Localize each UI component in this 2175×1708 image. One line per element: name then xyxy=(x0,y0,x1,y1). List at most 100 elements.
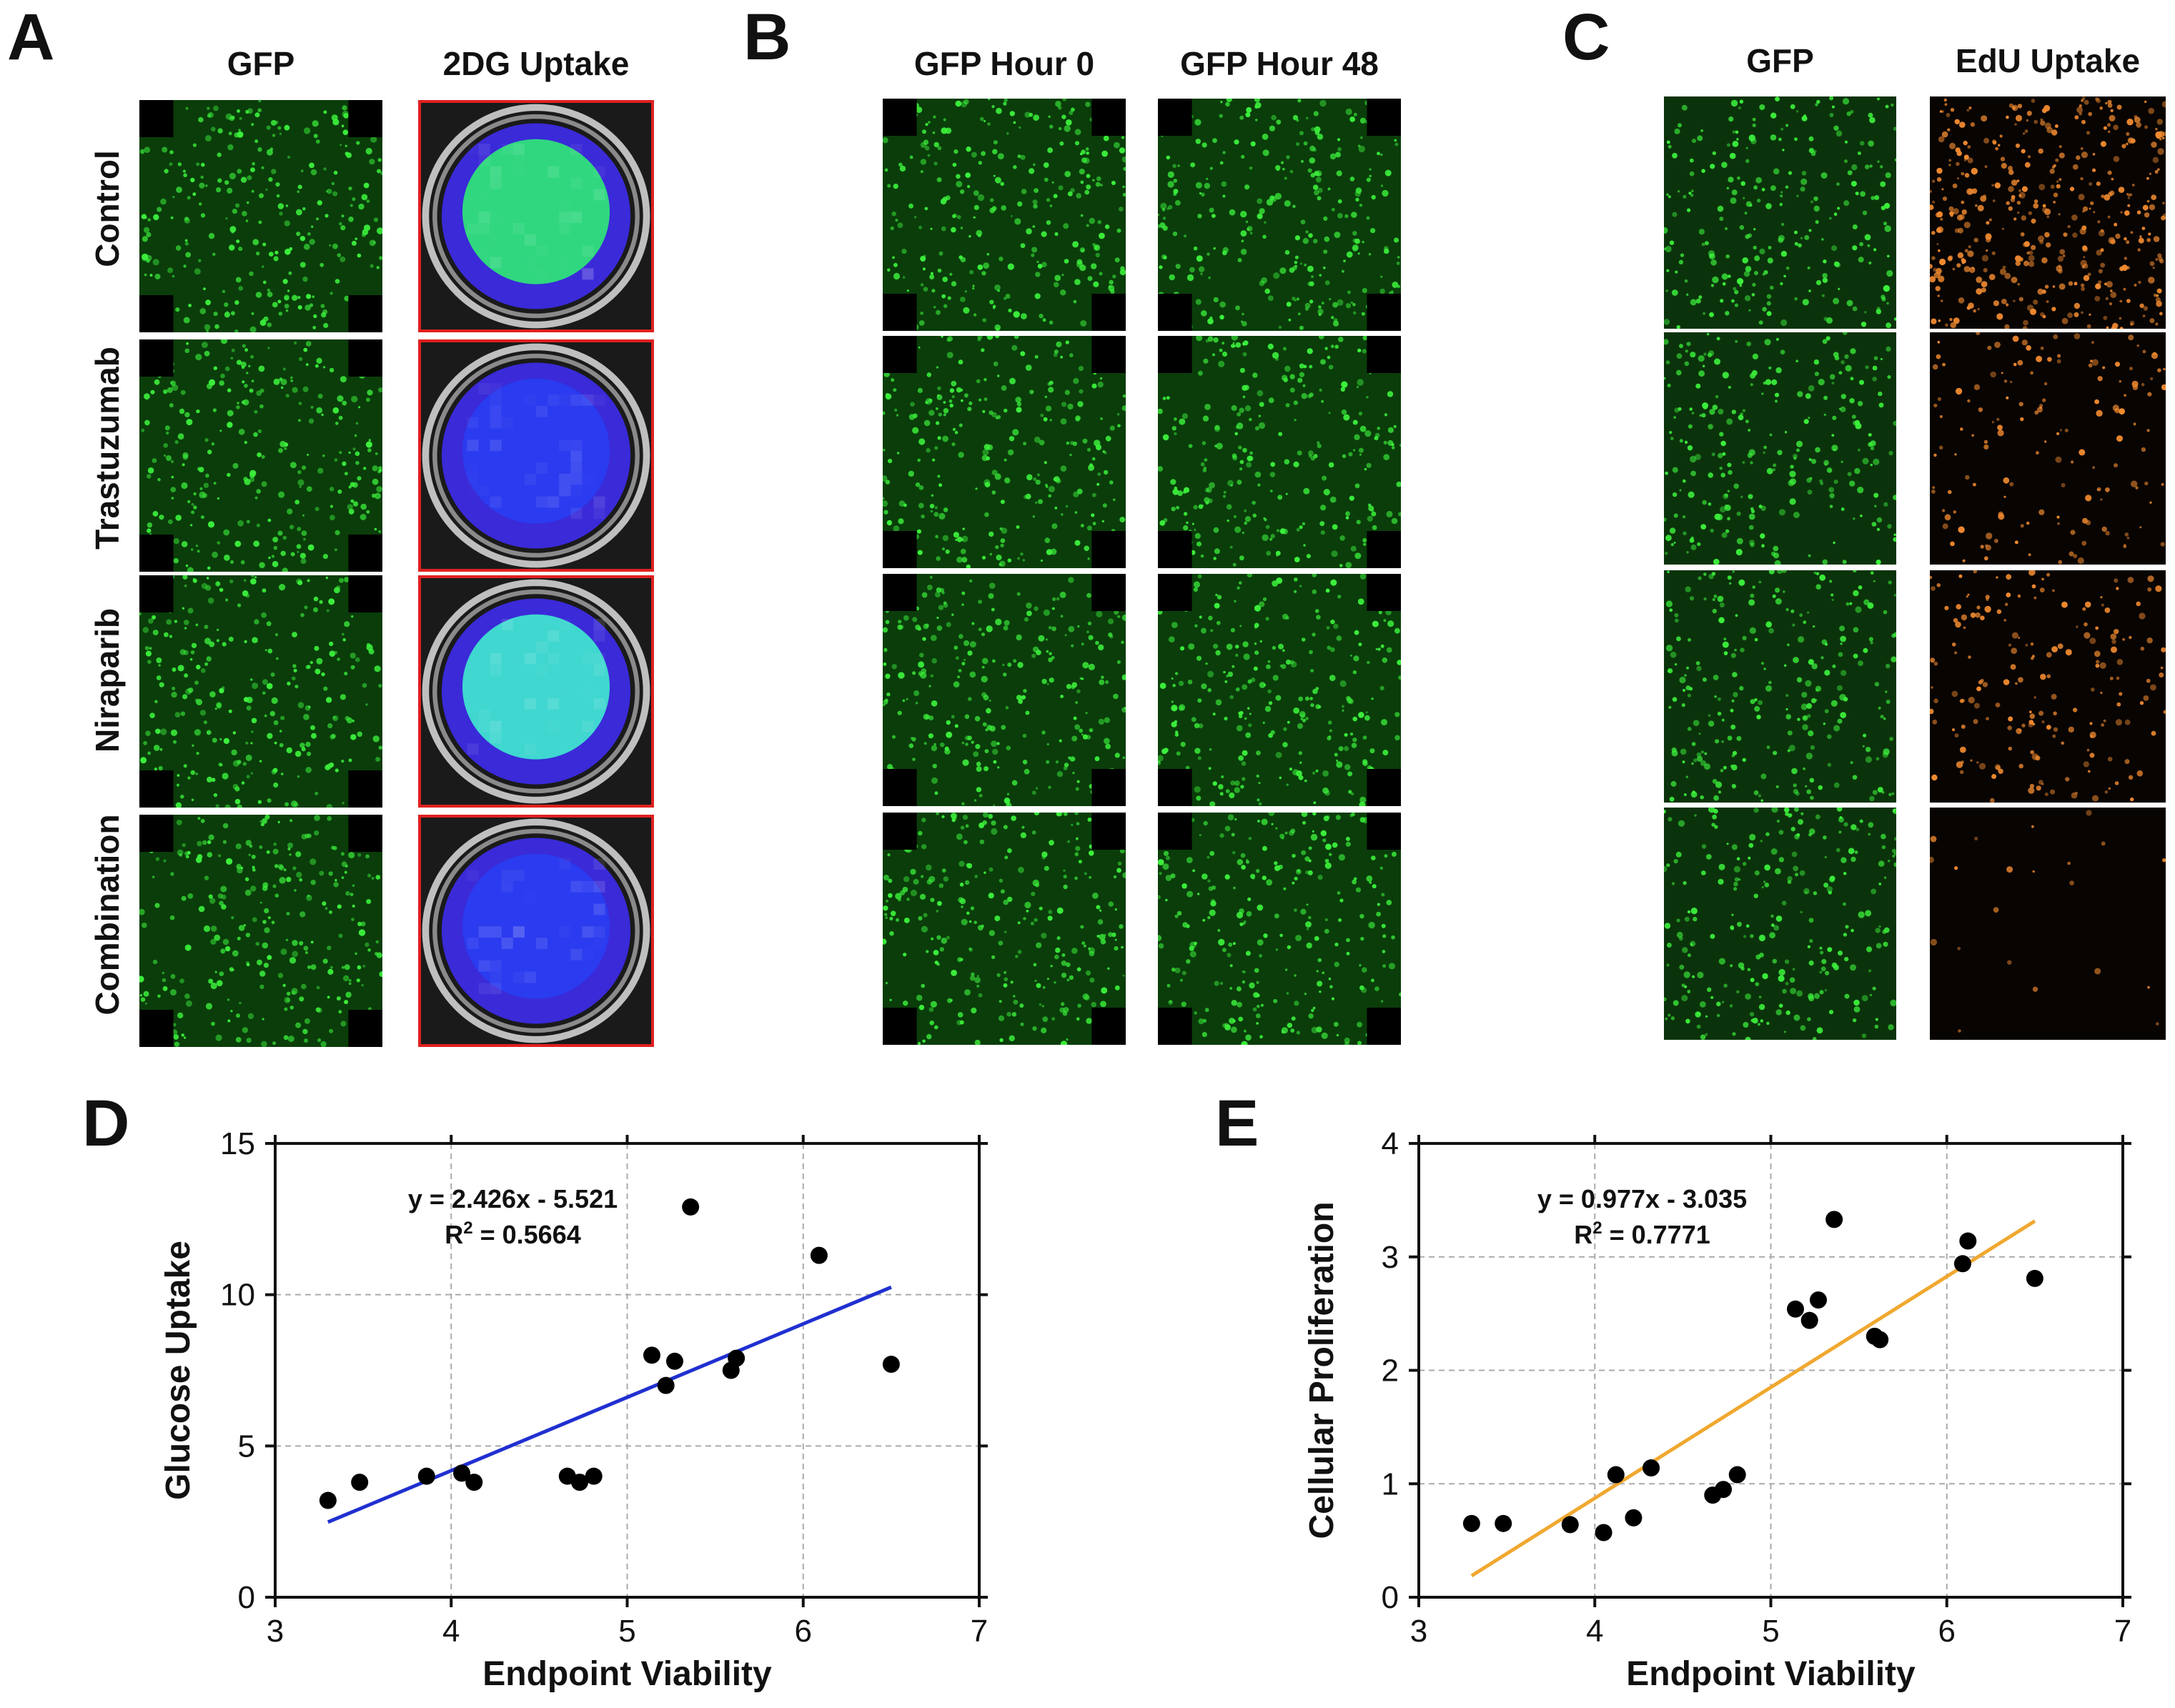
panel-b-col-hour48: GFP Hour 48 xyxy=(1180,45,1379,82)
data-point xyxy=(682,1198,700,1216)
x-tick-label: 6 xyxy=(1938,1614,1956,1649)
fit-equation: y = 0.977x - 3.035 xyxy=(1537,1184,1747,1213)
data-point xyxy=(1595,1524,1612,1541)
data-point xyxy=(1800,1311,1818,1329)
data-point xyxy=(1871,1331,1889,1349)
x-tick-label: 4 xyxy=(442,1614,460,1649)
y-tick-label: 3 xyxy=(1382,1240,1399,1275)
panel-c-gfp-tile xyxy=(1664,96,1896,329)
panel-a-gfp-tile xyxy=(139,339,382,572)
panel-c-edu-tile xyxy=(1930,570,2166,803)
panel-c-letter: C xyxy=(1562,1,1610,74)
y-tick-label: 4 xyxy=(1382,1126,1399,1161)
panel-d-letter: D xyxy=(82,1087,130,1160)
panel-e-letter: E xyxy=(1215,1087,1259,1160)
x-tick-label: 5 xyxy=(1762,1614,1779,1649)
data-point xyxy=(1561,1516,1579,1534)
panel-c-gfp-tile xyxy=(1664,570,1896,803)
panel-a-uptake-tile xyxy=(418,339,654,572)
panel-c-gfp-tile xyxy=(1664,332,1896,565)
panel-a-letter: A xyxy=(7,1,55,74)
data-point xyxy=(665,1352,683,1370)
data-point xyxy=(1462,1514,1480,1532)
panel-c-gfp-tile xyxy=(1664,808,1896,1040)
data-point xyxy=(571,1474,589,1491)
panel-b-hour48-tile xyxy=(1158,99,1401,331)
panel-c-edu-tile xyxy=(1930,332,2166,565)
data-point xyxy=(585,1467,603,1485)
chart-d-svg: 3 4 5 6 7 0 5 10 15 Endpoint Viability Glucose Upt… xyxy=(159,1126,988,1693)
data-point xyxy=(1953,1255,1971,1273)
data-point xyxy=(465,1474,483,1491)
panel-a-col-2dg: 2DG Uptake xyxy=(442,45,630,82)
panel-b-hour0-tile xyxy=(883,813,1126,1045)
y-axis-label: Glucose Uptake xyxy=(159,1241,197,1500)
x-tick-label: 5 xyxy=(618,1614,635,1649)
y-tick-label: 2 xyxy=(1382,1354,1399,1389)
panel-a-row-combination: Combination xyxy=(89,814,126,1016)
panel-a-gfp-tile xyxy=(139,100,382,332)
fit-equation: y = 2.426x - 5.521 xyxy=(408,1184,618,1213)
data-point xyxy=(1625,1509,1643,1526)
panel-a-gfp-tile xyxy=(139,815,382,1047)
data-point xyxy=(319,1491,337,1509)
data-point xyxy=(351,1474,369,1491)
y-tick-label: 0 xyxy=(1382,1580,1399,1615)
panel-b-hour48-tile xyxy=(1158,813,1401,1045)
grid xyxy=(275,1143,979,1597)
y-axis-label: Cellular Proliferation xyxy=(1303,1201,1341,1539)
panel-b-col-hour0: GFP Hour 0 xyxy=(913,45,1095,82)
r-squared: R2 = 0.5664 xyxy=(445,1218,581,1249)
data-point xyxy=(453,1464,471,1482)
data-point xyxy=(1607,1466,1625,1484)
y-tick-label: 5 xyxy=(238,1429,255,1464)
data-point xyxy=(882,1356,900,1374)
panel-c-edu-tile xyxy=(1930,96,2166,329)
x-axis-label: Endpoint Viability xyxy=(482,1655,772,1693)
data-point xyxy=(417,1467,435,1485)
panel-a-uptake-tile xyxy=(418,100,654,332)
panel-c-edu-tile xyxy=(1930,808,2166,1040)
data-point xyxy=(1786,1300,1804,1318)
x-tick-label: 3 xyxy=(1410,1614,1427,1649)
y-tick-label: 1 xyxy=(1382,1466,1399,1501)
data-point xyxy=(728,1349,745,1367)
panel-a-row-niraparib: Niraparib xyxy=(89,608,126,753)
chart-e-svg: 3 4 5 6 7 0 1 2 3 4 Endpoint Viability Cellular Pro… xyxy=(1303,1126,2131,1693)
x-tick-label: 4 xyxy=(1586,1614,1603,1649)
panel-b-hour0-tile xyxy=(883,336,1126,568)
regression-line xyxy=(327,1285,892,1524)
chart-e: 3 4 5 6 7 0 1 2 3 4 Endpoint Viability Cellular Pro… xyxy=(1287,1115,2144,1708)
data-point xyxy=(810,1246,828,1264)
panel-a-row-trastuzumab: Trastuzumab xyxy=(89,347,126,550)
data-point xyxy=(1495,1514,1512,1532)
data-point xyxy=(1715,1481,1733,1499)
data-point xyxy=(1728,1466,1746,1484)
panel-a-row-control: Control xyxy=(89,150,126,267)
panel-a-gfp-tile xyxy=(139,575,382,808)
r-squared: R2 = 0.7771 xyxy=(1574,1218,1710,1249)
x-tick-label: 6 xyxy=(795,1614,812,1649)
panel-b-hour48-tile xyxy=(1158,574,1401,806)
data-point xyxy=(1809,1291,1827,1309)
data-point xyxy=(657,1376,675,1394)
x-tick-label: 7 xyxy=(971,1614,988,1649)
y-tick-label: 10 xyxy=(220,1278,255,1313)
panel-b-letter: B xyxy=(743,1,791,74)
data-point xyxy=(1643,1459,1660,1477)
grid xyxy=(1419,1143,2123,1597)
x-tick-label: 3 xyxy=(267,1614,284,1649)
data-point xyxy=(643,1346,660,1364)
panel-a-uptake-tile xyxy=(418,575,654,808)
panel-b-hour0-tile xyxy=(883,99,1126,331)
panel-b-hour48-tile xyxy=(1158,336,1401,568)
panel-c-col-edu: EdU Uptake xyxy=(1955,42,2141,79)
data-point xyxy=(2026,1269,2043,1287)
data-point xyxy=(1959,1232,1977,1250)
y-tick-label: 0 xyxy=(238,1580,255,1615)
regression-line xyxy=(1470,1219,2036,1578)
x-tick-label: 7 xyxy=(2114,1614,2131,1649)
y-tick-label: 15 xyxy=(220,1126,255,1161)
data-point xyxy=(1825,1211,1843,1228)
panel-b-hour0-tile xyxy=(883,574,1126,806)
